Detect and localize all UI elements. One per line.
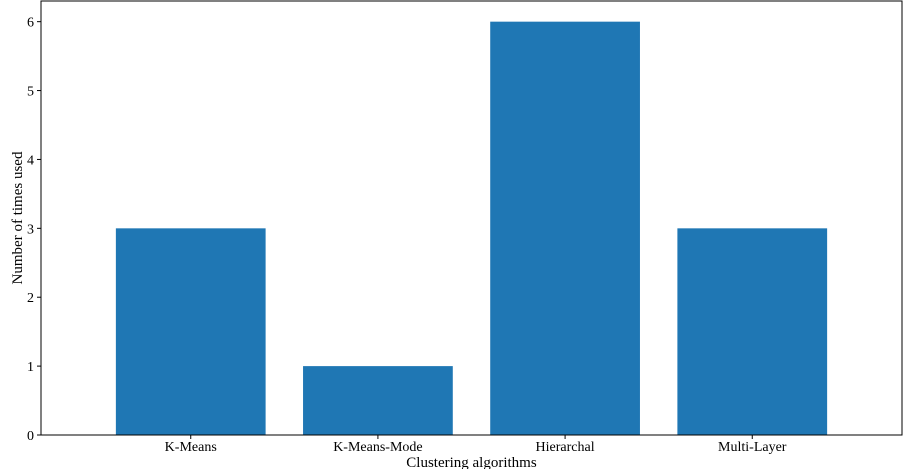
y-tick-label: 6: [27, 16, 34, 31]
x-tick-label: K-Means-Mode: [333, 440, 422, 455]
plot-frame: [40, 0, 903, 436]
bars-layer: [115, 21, 828, 436]
bar-multi-layer: [677, 228, 828, 435]
x-tick-label: Multi-Layer: [718, 440, 787, 455]
x-tick-label: Hierarchal: [536, 440, 595, 455]
y-tick-label: 3: [27, 222, 34, 237]
y-tick-label: 5: [27, 85, 34, 100]
x-tick-label: K-Means: [165, 440, 217, 455]
bar-k-means: [115, 228, 266, 435]
y-axis: 0 1 2 3 4 5 6: [27, 16, 41, 444]
y-axis-label: Number of times used: [10, 151, 26, 284]
y-tick-label: 2: [27, 291, 34, 306]
bar-k-means-mode: [303, 366, 453, 435]
y-tick-label: 4: [27, 153, 34, 168]
bar-hierarchal: [490, 21, 640, 436]
y-tick-label: 0: [27, 429, 34, 444]
x-axis-label: Clustering algorithms: [406, 455, 537, 469]
x-axis: K-Means K-Means-Mode Hierarchal Multi-Layer: [165, 435, 787, 455]
y-tick-label: 1: [27, 360, 34, 375]
